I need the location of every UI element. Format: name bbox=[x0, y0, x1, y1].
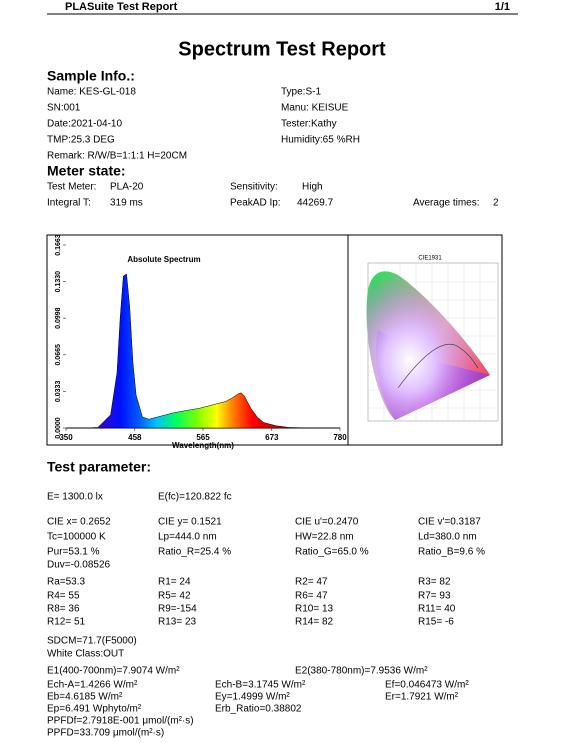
y-tick-label: 0.0998 bbox=[55, 307, 62, 329]
field-text: Er=1.7921 W/m² bbox=[385, 692, 459, 703]
field-text: Ech-B=3.1745 W/m² bbox=[215, 680, 306, 691]
field-text: Test Meter: bbox=[47, 182, 96, 193]
x-tick-label: 350 bbox=[59, 433, 73, 442]
y-tick-label: 0.0333 bbox=[55, 381, 62, 403]
x-tick-label: 673 bbox=[265, 433, 279, 442]
spectrum-area bbox=[85, 273, 340, 429]
field-text: Eb=4.6185 W/m² bbox=[47, 692, 123, 703]
field-text: PLA-20 bbox=[110, 182, 144, 193]
field-text: E= 1300.0 lx bbox=[47, 492, 103, 503]
field-text: Ratio_G=65.0 % bbox=[295, 547, 369, 558]
cie-white-region bbox=[366, 271, 490, 420]
field-text: R7= 93 bbox=[418, 591, 451, 602]
x-axis-label: Wavelength(nm) bbox=[172, 441, 234, 450]
x-tick-label: 780 bbox=[333, 433, 347, 442]
field-text: Ra=53.3 bbox=[47, 577, 86, 588]
field-text: R14= 82 bbox=[295, 617, 334, 628]
field-text: R1= 24 bbox=[158, 577, 191, 588]
field-text: R11= 40 bbox=[418, 604, 456, 615]
report-title: Spectrum Test Report bbox=[178, 38, 386, 60]
field-text: R8= 36 bbox=[47, 604, 80, 615]
field-text: Remark: R/W/B=1:1:1 H=20CM bbox=[47, 151, 187, 162]
x-tick-label: 565 bbox=[196, 433, 210, 442]
field-text: Integral T: bbox=[47, 198, 91, 209]
field-text: Pur=53.1 % bbox=[47, 547, 100, 558]
field-text: Tc=100000 K bbox=[47, 532, 106, 543]
cie-title: CIE1931 bbox=[418, 256, 442, 262]
field-text: 319 ms bbox=[110, 198, 143, 209]
x-tick-label: 458 bbox=[128, 433, 142, 442]
field-text: Ep=6.491 Wphyto/m² bbox=[47, 704, 142, 715]
field-text: R4= 55 bbox=[47, 591, 80, 602]
field-text: Ratio_B=9.6 % bbox=[418, 547, 485, 558]
planckian-locus bbox=[397, 343, 479, 389]
chart-title: Absolute Spectrum bbox=[127, 255, 200, 264]
field-text: CIE u'=0.2470 bbox=[295, 517, 359, 528]
field-text: R13= 23 bbox=[158, 617, 197, 628]
y-tick-label: 0.0665 bbox=[55, 344, 62, 366]
field-text: Duv=-0.08526 bbox=[47, 560, 111, 571]
field-text: HW=22.8 nm bbox=[295, 532, 354, 543]
field-text: R15= -6 bbox=[418, 617, 454, 628]
field-text: CIE x= 0.2652 bbox=[47, 517, 111, 528]
field-text: CIE y= 0.1521 bbox=[158, 517, 222, 528]
field-text: SN:001 bbox=[47, 103, 81, 114]
field-text: 2 bbox=[493, 198, 499, 209]
section-heading: Test parameter: bbox=[47, 459, 151, 475]
field-text: R10= 13 bbox=[295, 604, 334, 615]
header-page: 1/1 bbox=[495, 1, 510, 13]
field-text: E(fc)=120.822 fc bbox=[158, 492, 232, 503]
y-tick-label: 0.1663 bbox=[55, 234, 62, 256]
field-text: SDCM=71.7(F5000) bbox=[47, 636, 137, 647]
field-text: Sensitivity: bbox=[230, 182, 278, 193]
field-text: R12= 51 bbox=[47, 617, 86, 628]
field-text: Ld=380.0 nm bbox=[418, 532, 477, 543]
field-text: PeakAD Ip: bbox=[230, 198, 281, 209]
field-text: R3= 82 bbox=[418, 577, 451, 588]
field-text: TMP:25.3 DEG bbox=[47, 135, 115, 146]
y-tick-label: 0.1330 bbox=[55, 271, 62, 293]
y-tick-label: 0.0000 bbox=[55, 417, 62, 439]
field-text: R5= 42 bbox=[158, 591, 191, 602]
section-heading: Sample Info.: bbox=[47, 68, 135, 84]
field-text: White Class:OUT bbox=[47, 649, 124, 660]
field-text: E1(400-700nm)=7.9074 W/m² bbox=[47, 666, 180, 677]
header-app: PLASuite Test Report bbox=[65, 1, 178, 13]
field-text: 44269.7 bbox=[297, 198, 334, 209]
field-text: Date:2021-04-10 bbox=[47, 119, 122, 130]
field-text: R2= 47 bbox=[295, 577, 328, 588]
field-text: Ef=0.046473 W/m² bbox=[385, 680, 469, 691]
field-text: Ratio_R=25.4 % bbox=[158, 547, 231, 558]
field-text: Erb_Ratio=0.38802 bbox=[215, 704, 302, 715]
field-text: Lp=444.0 nm bbox=[158, 532, 217, 543]
field-text: Ech-A=1.4266 W/m² bbox=[47, 680, 138, 691]
field-text: Average times: bbox=[413, 198, 480, 209]
field-text: Tester:Kathy bbox=[281, 119, 337, 130]
field-text: PPFDf=2.7918E-001 μmol/(m²·s) bbox=[47, 716, 194, 727]
field-text: R6= 47 bbox=[295, 591, 328, 602]
chart-frame bbox=[46, 234, 503, 446]
field-text: Name: KES-GL-018 bbox=[47, 87, 136, 98]
field-text: E2(380-780nm)=7.9536 W/m² bbox=[295, 666, 428, 677]
section-heading: Meter state: bbox=[47, 163, 126, 179]
field-text: R9=-154 bbox=[158, 604, 197, 615]
field-text: Manu: KEISUE bbox=[281, 103, 349, 114]
field-text: CIE v'=0.3187 bbox=[418, 517, 481, 528]
field-text: Type:S-1 bbox=[281, 87, 321, 98]
field-text: Humidity:65 %RH bbox=[281, 135, 360, 146]
field-text: Ey=1.4999 W/m² bbox=[215, 692, 290, 703]
field-text: PPFD=33.709 μmol/(m²·s) bbox=[47, 728, 164, 739]
field-text: High bbox=[302, 182, 323, 193]
